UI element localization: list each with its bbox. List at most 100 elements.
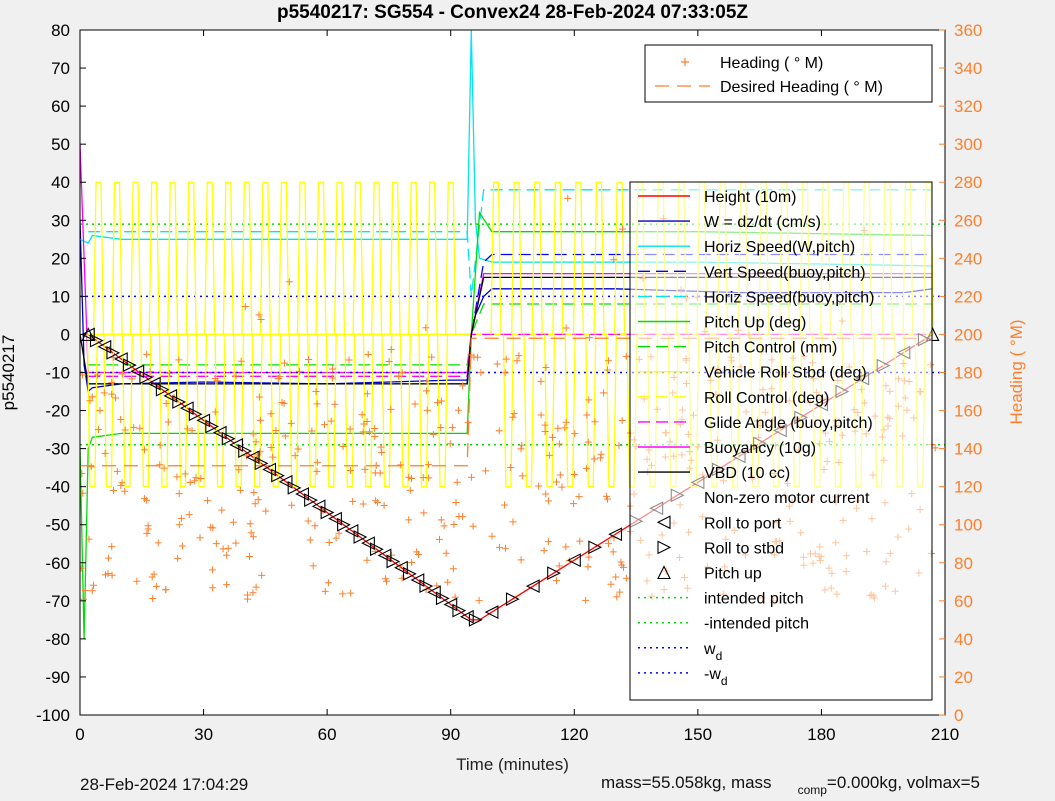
legend-label-11: VBD (10 cc): [704, 465, 790, 482]
legend-label-7: Vehicle Roll Stbd (deg): [704, 365, 867, 382]
heading-point-205: [88, 393, 96, 401]
y2-tick-label-2: 40: [954, 630, 973, 649]
heading-point-60: [510, 410, 518, 418]
roll-spike-neg-19: [436, 334, 449, 488]
legend-label-13: Roll to port: [704, 515, 782, 532]
series-line-6: [88, 303, 933, 366]
heading-point-484: [196, 534, 204, 542]
heading-point-329: [470, 353, 478, 361]
roll-stbd-marker-15: [337, 517, 351, 532]
heading-point-369: [419, 474, 427, 482]
heading-point-430: [191, 477, 199, 485]
roll-spike-neg-13: [325, 334, 337, 488]
heading-point-459: [306, 536, 314, 544]
heading-point-505: [405, 516, 413, 524]
roll-port-marker-16: [344, 523, 359, 538]
heading-point-170: [422, 324, 430, 332]
y-tick-label-2: -80: [45, 630, 70, 649]
heading-point-325: [262, 507, 270, 515]
heading-point-401: [162, 399, 170, 407]
heading-point-289: [584, 438, 592, 446]
y-tick-label-15: 50: [51, 135, 70, 154]
heading-point-346: [160, 464, 168, 472]
roll-spike-pos-2: [130, 181, 142, 335]
heading-point-146: [332, 534, 340, 542]
heading-point-494: [130, 423, 138, 431]
heading-point-413: [185, 511, 193, 519]
heading-point-234: [425, 461, 433, 469]
heading-point-336: [395, 372, 403, 380]
roll-spike-pos-20: [490, 181, 502, 335]
heading-point-158: [537, 411, 545, 419]
heading-legend-marker-0: [681, 58, 689, 66]
heading-point-108: [583, 411, 591, 419]
roll-spike-neg-22: [543, 334, 556, 488]
heading-point-410: [329, 374, 337, 382]
heading-point-87: [562, 418, 570, 426]
heading-point-287: [607, 580, 615, 588]
heading-point-56: [192, 474, 200, 482]
heading-point-265: [518, 441, 526, 449]
heading-point-502: [113, 467, 121, 475]
heading-point-472: [232, 539, 240, 547]
y-tick-label-5: -50: [45, 516, 70, 535]
heading-point-268: [406, 486, 414, 494]
heading-point-150: [321, 421, 329, 429]
heading-point-3: [541, 428, 549, 436]
legend-label-14: Roll to stbd: [704, 540, 784, 557]
heading-point-195: [324, 579, 332, 587]
heading-point-161: [294, 445, 302, 453]
y2-tick-label-3: 60: [954, 592, 973, 611]
heading-point-379: [249, 533, 257, 541]
roll-spike-neg-24: [585, 334, 597, 488]
legend-label-15: Pitch up: [704, 566, 762, 583]
heading-point-457: [288, 501, 296, 509]
roll-port-marker-27: [608, 527, 623, 542]
heading-point-315: [173, 473, 181, 481]
heading-point-69: [149, 594, 157, 602]
roll-port-marker-0: [81, 327, 95, 342]
heading-point-399: [501, 369, 509, 377]
heading-point-353: [128, 375, 136, 383]
roll-spike-pos-11: [296, 181, 309, 335]
heading-point-98: [308, 427, 316, 435]
heading-point-348: [347, 467, 355, 475]
legend-marker-15: [657, 565, 671, 580]
roll-stbd-marker-21: [435, 591, 450, 606]
x-tick-label-4: 120: [560, 725, 588, 744]
heading-point-82: [154, 539, 162, 547]
roll-spike-neg-10: [270, 334, 282, 488]
heading-point-203: [309, 562, 317, 570]
heading-point-477: [209, 524, 217, 532]
roll-spike-pos-22: [531, 181, 543, 335]
heading-point-300: [285, 278, 293, 286]
heading-point-390: [267, 410, 275, 418]
heading-point-510: [452, 498, 460, 506]
heading-point-398: [232, 372, 240, 380]
roll-spike-pos-15: [370, 181, 383, 335]
y-axis-label-right: Heading ( °M): [1007, 319, 1026, 424]
heading-point-255: [437, 423, 445, 431]
heading-point-305: [507, 464, 515, 472]
heading-point-215: [371, 424, 379, 432]
roll-stbd-marker-13: [304, 493, 318, 508]
heading-point-48: [435, 535, 443, 543]
roll-spike-neg-8: [232, 334, 245, 488]
heading-point-490: [272, 426, 280, 434]
heading-point-406: [197, 474, 205, 482]
roll-stbd-marker-14: [320, 505, 335, 520]
heading-point-136: [133, 577, 141, 585]
heading-point-256: [450, 521, 458, 529]
heading-point-334: [428, 353, 436, 361]
heading-point-439: [313, 400, 321, 408]
heading-point-362: [467, 473, 475, 481]
x-tick-label-0: 0: [75, 725, 84, 744]
roll-spike-neg-7: [214, 334, 226, 488]
roll-spike-pos-13: [333, 181, 346, 335]
heading-point-109: [360, 420, 368, 428]
heading-point-187: [562, 543, 570, 551]
heading-point-90: [493, 360, 501, 368]
roll-port-marker-8: [212, 425, 227, 440]
heading-point-211: [423, 406, 431, 414]
heading-point-366: [278, 399, 286, 407]
